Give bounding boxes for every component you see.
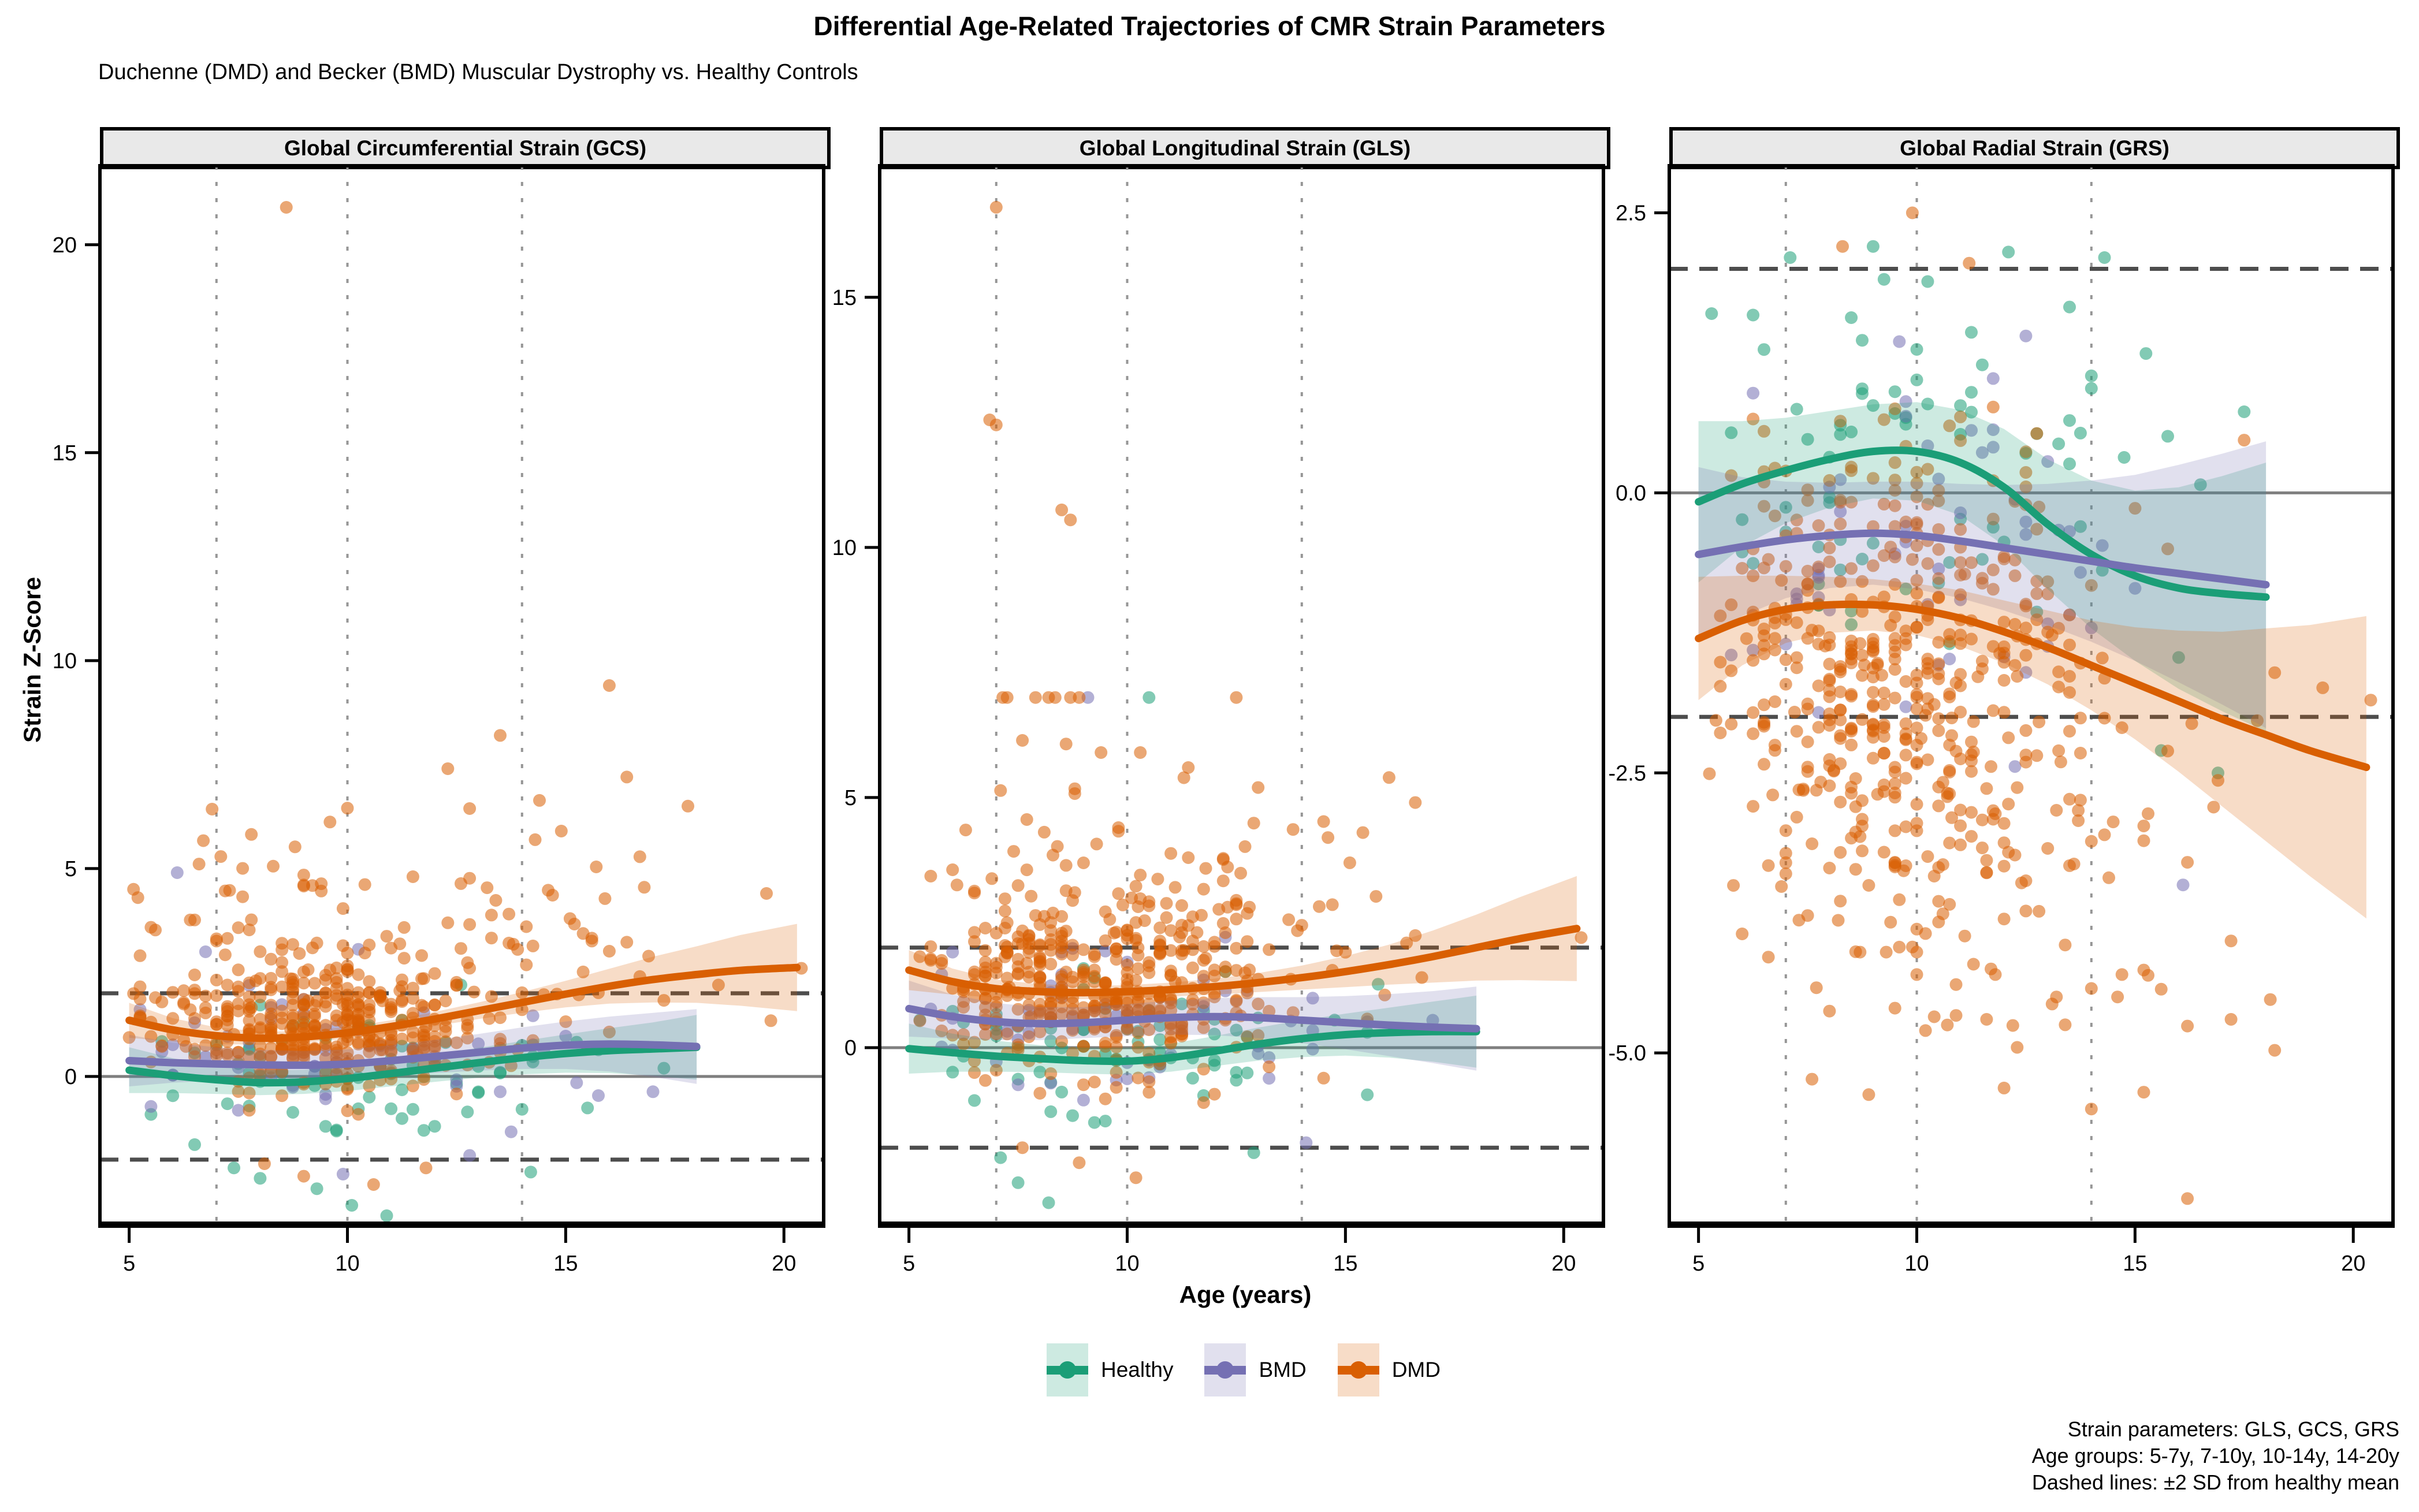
legend-label-dmd: DMD — [1391, 1358, 1441, 1381]
x-tick-label: 15 — [553, 1252, 578, 1276]
y-tick-label: 15 — [832, 286, 857, 310]
legend: Healthy BMD DMD — [1047, 1343, 1441, 1396]
x-tick-label: 5 — [1692, 1252, 1705, 1276]
y-axis-title: Strain Z-Score — [18, 576, 46, 743]
trend-line-healthy — [905, 1027, 1480, 1066]
panel-gcs — [100, 166, 824, 1223]
confidence-ribbon-bmd — [1698, 441, 2267, 728]
chart-title: Differential Age-Related Trajectories of… — [813, 11, 1606, 41]
y-tick-label: 5 — [844, 786, 857, 810]
y-tick-label: 15 — [53, 441, 77, 465]
confidence-ribbon-healthy — [129, 1015, 697, 1096]
legend-item-healthy: Healthy — [1047, 1343, 1173, 1396]
x-tick-label: 20 — [2341, 1252, 2365, 1276]
scatter-points-dmd — [1703, 206, 2377, 1205]
scatter-points-dmd — [122, 201, 808, 1191]
healthy-ribbon-line-swatch-icon — [1047, 1343, 1088, 1396]
x-tick-label: 20 — [772, 1252, 796, 1276]
panel-gls — [880, 166, 1603, 1223]
facet-strip-gls-label: Global Longitudinal Strain (GLS) — [1079, 136, 1411, 160]
trend-line-dmd — [1695, 600, 2370, 772]
y-tick-label: 0 — [65, 1065, 77, 1089]
y-tick-label: -5.0 — [1609, 1041, 1646, 1066]
caption-line-2: Age groups: 5-7y, 7-10y, 10-14y, 14-20y — [2031, 1444, 2399, 1468]
y-tick-label: 5 — [65, 857, 77, 881]
trend-line-healthy — [1695, 446, 2270, 601]
y-tick-label: 2.5 — [1616, 201, 1646, 225]
panel-grs — [1669, 166, 2393, 1223]
x-tick-label: 5 — [903, 1252, 915, 1276]
confidence-ribbon-dmd — [909, 876, 1577, 999]
y-tick-label: 0.0 — [1616, 481, 1646, 505]
trend-line-healthy — [125, 1043, 701, 1087]
trend-line-bmd — [1695, 529, 2270, 589]
facet-strip-gcs-label: Global Circumferential Strain (GCS) — [284, 136, 647, 160]
confidence-ribbon-healthy — [909, 995, 1477, 1075]
scatter-points-dmd — [913, 200, 1588, 1185]
legend-item-dmd: DMD — [1337, 1343, 1441, 1396]
x-tick-label: 15 — [1333, 1252, 1357, 1276]
facet-strip-gls: Global Longitudinal Strain (GLS) — [880, 127, 1610, 169]
caption-line-3: Dashed lines: ±2 SD from healthy mean — [2031, 1470, 2399, 1494]
legend-label-bmd: BMD — [1259, 1358, 1307, 1381]
x-tick-label: 10 — [1115, 1252, 1139, 1276]
y-tick-label: -2.5 — [1609, 761, 1646, 785]
confidence-ribbon-healthy — [1698, 402, 2267, 732]
dmd-ribbon-line-swatch-icon — [1337, 1343, 1379, 1396]
y-tick-label: 0 — [844, 1036, 857, 1060]
x-tick-label: 10 — [335, 1252, 359, 1276]
x-tick-label: 5 — [123, 1252, 135, 1276]
x-tick-label: 15 — [2123, 1252, 2147, 1276]
y-tick-label: 10 — [832, 536, 857, 560]
confidence-ribbon-bmd — [909, 980, 1477, 1071]
y-tick-label: 20 — [53, 233, 77, 258]
caption-line-1: Strain parameters: GLS, GCS, GRS — [2067, 1417, 2399, 1441]
bmd-ribbon-line-swatch-icon — [1204, 1343, 1246, 1396]
y-tick-label: 10 — [53, 649, 77, 673]
x-tick-label: 20 — [1551, 1252, 1576, 1276]
trend-line-dmd — [905, 925, 1581, 997]
legend-label-healthy: Healthy — [1101, 1358, 1174, 1381]
legend-item-bmd: BMD — [1204, 1343, 1307, 1396]
x-axis-title: Age (years) — [1179, 1281, 1312, 1308]
figure-caption: Strain parameters: GLS, GCS, GRS Age gro… — [2032, 1416, 2399, 1496]
trend-line-dmd — [125, 963, 801, 1042]
chart-subtitle: Duchenne (DMD) and Becker (BMD) Muscular… — [98, 60, 858, 84]
x-tick-label: 10 — [1904, 1252, 1929, 1276]
trend-line-bmd — [905, 1004, 1480, 1033]
trend-line-bmd — [125, 1040, 701, 1069]
facet-strip-grs-label: Global Radial Strain (GRS) — [1900, 136, 2169, 160]
confidence-ribbon-dmd — [1698, 575, 2366, 919]
